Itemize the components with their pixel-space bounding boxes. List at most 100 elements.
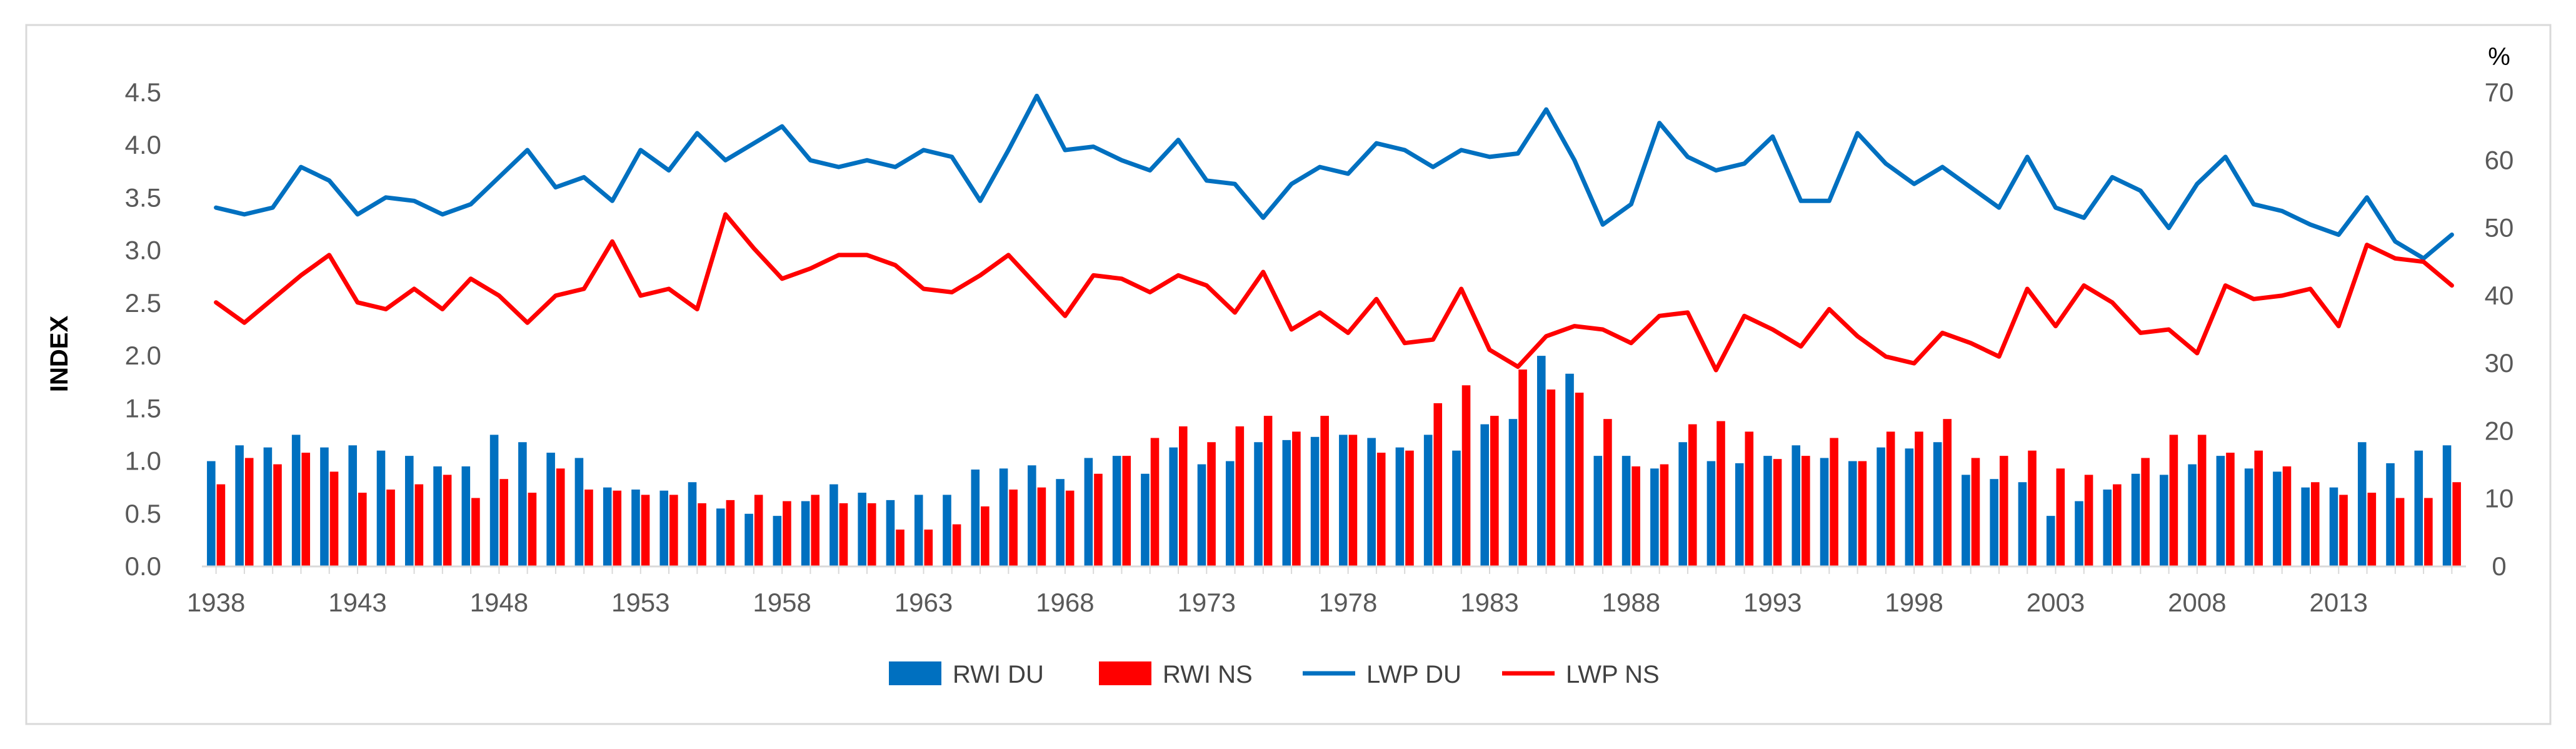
y-tick-label: 4.5 [125,78,161,107]
legend: RWI DU RWI NS LWP DU LWP NS [889,661,1660,688]
bar-rwi-du [348,445,358,566]
bar-rwi-du [433,466,442,566]
bar-rwi-du [461,466,471,566]
y-tick-label: 2.5 [125,288,161,318]
y2-axis-unit-label: % [2488,43,2510,71]
x-tick-label: 1938 [187,588,245,617]
bar-rwi-du [886,500,895,566]
bar-rwi-ns [2452,482,2461,566]
bar-rwi-du [518,442,527,566]
x-axis-ticks: 1938 1943 1948 1953 1958 1963 1968 1973 1978 1983… [187,566,2453,617]
bar-rwi-du [1084,458,1093,566]
bar-rwi-du [1905,448,1914,566]
bar-rwi-ns [1886,431,1895,566]
bar-rwi-du [376,450,386,566]
y2-tick-label: 50 [2485,213,2514,243]
bar-rwi-du [2329,487,2338,566]
bar-rwi-ns [1433,403,1443,566]
bar-rwi-du [2160,475,2168,566]
bar-rwi-du [2131,473,2140,566]
bar-series [207,356,2461,566]
y-tick-label: 4.0 [125,130,161,159]
bar-rwi-du [1282,440,1291,566]
line-lwp-ns [214,212,2454,373]
x-tick-label: 1968 [1036,588,1094,617]
bar-rwi-du [1621,456,1631,566]
chart-border [25,24,2552,725]
bar-rwi-ns [2282,466,2292,566]
bar-rwi-du [631,490,640,566]
bar-rwi-du [1763,456,1772,566]
bar-rwi-ns [1745,431,1754,566]
bar-rwi-du [1169,447,1178,566]
x-tick-label: 1973 [1178,588,1236,617]
y2-tick-label: 40 [2485,281,2514,310]
bar-rwi-ns [1490,416,1499,566]
bar-rwi-ns [2056,468,2065,566]
bar-rwi-ns [1830,438,1838,566]
x-tick-label: 1993 [1743,588,1802,617]
bar-rwi-du [2188,464,2197,566]
bar-rwi-ns [1207,442,1216,566]
bar-rwi-du [2386,463,2395,566]
bar-rwi-du [659,490,669,566]
bar-rwi-du [1339,435,1348,566]
bar-rwi-ns [1094,473,1103,566]
bar-rwi-du [1593,456,1603,566]
bar-rwi-ns [216,484,226,566]
bar-rwi-du [1452,450,1461,566]
bar-rwi-du [320,447,329,566]
bar-rwi-ns [556,468,565,566]
bar-rwi-ns [811,495,819,566]
bar-rwi-ns [1971,458,1980,566]
legend-swatch-rwi-ns [1099,661,1151,685]
bar-rwi-ns [1263,416,1273,566]
bar-rwi-du [1367,438,1376,566]
y-tick-label: 0.0 [125,551,161,581]
line-lwp-du [214,93,2454,261]
bar-rwi-ns [924,530,933,566]
bar-rwi-du [1536,356,1546,566]
bar-rwi-ns [669,495,678,566]
bar-rwi-du [1197,464,1206,566]
bar-rwi-du [207,461,216,566]
bar-rwi-du [2075,501,2083,566]
bar-rwi-du [2103,490,2112,566]
bar-rwi-ns [641,495,650,566]
bar-rwi-ns [1999,456,2008,566]
bar-rwi-du [1706,461,1716,566]
y-tick-label: 3.5 [125,183,161,212]
y2-tick-label: 10 [2485,484,2514,513]
line-series [214,93,2454,373]
bar-rwi-du [1225,461,1235,566]
legend-swatch-rwi-du [889,661,941,685]
bar-rwi-du [1848,461,1857,566]
bar-rwi-ns [1802,456,1810,566]
bar-rwi-ns [1320,416,1329,566]
bar-rwi-ns [1858,461,1867,566]
bar-rwi-ns [952,524,961,566]
bar-rwi-ns [471,498,480,566]
bar-rwi-du [1423,435,1433,566]
bar-rwi-du [688,482,697,566]
bar-rwi-ns [2424,498,2433,566]
bar-rwi-du [971,470,980,566]
bar-rwi-ns [244,458,254,566]
bar-rwi-du [1565,373,1574,566]
x-tick-label: 1983 [1460,588,1518,617]
bar-rwi-du [801,501,810,566]
x-tick-label: 1943 [328,588,386,617]
bar-rwi-du [489,435,499,566]
bar-rwi-ns [783,501,791,566]
bar-rwi-du [1792,445,1801,566]
bar-rwi-ns [1178,426,1188,566]
bar-rwi-ns [1009,490,1018,566]
bar-rwi-du [235,445,244,566]
y2-tick-label: 60 [2485,145,2514,174]
y-tick-label: 2.0 [125,341,161,370]
bar-rwi-ns [2197,435,2207,566]
bar-rwi-du [1933,442,1942,566]
bar-rwi-du [1962,475,1970,566]
bar-rwi-du [858,493,866,566]
bar-rwi-ns [1773,459,1782,566]
